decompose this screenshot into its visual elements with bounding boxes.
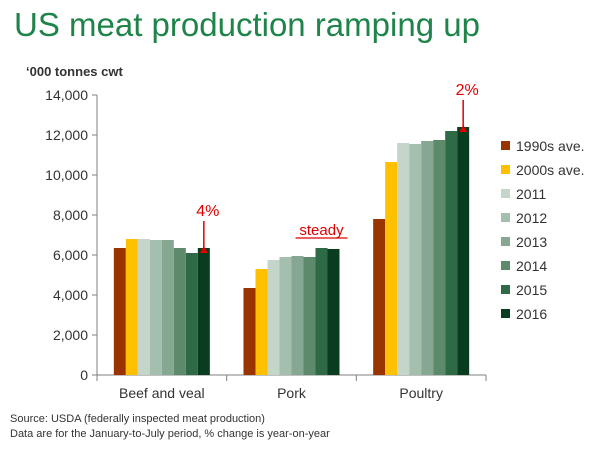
legend-item-label: 2000s ave. — [516, 162, 585, 178]
source-note: Source: USDA (federally inspected meat p… — [10, 412, 330, 442]
legend-item-label: 2013 — [516, 234, 547, 250]
annotation-arrow-head — [459, 125, 468, 132]
x-tick-label: Beef and veal — [119, 385, 205, 401]
legend-item-label: 2014 — [516, 258, 547, 274]
legend-swatch — [501, 189, 510, 198]
chart-title: US meat production ramping up — [14, 6, 480, 43]
legend-item-label: 2012 — [516, 210, 547, 226]
y-tick-label: 2,000 — [53, 327, 88, 343]
annotation-arrow-head — [199, 246, 208, 253]
legend-swatch — [501, 165, 510, 174]
y-tick-label: 12,000 — [45, 127, 88, 143]
y-tick-label: 14,000 — [45, 87, 88, 103]
bar-1990s-ave- — [113, 248, 126, 375]
bar-2013 — [291, 256, 304, 375]
bar-2012 — [279, 257, 292, 375]
y-tick-label: 6,000 — [53, 247, 88, 263]
bar-2012 — [149, 240, 162, 375]
bar-2016 — [457, 127, 470, 375]
bar-2013 — [161, 240, 174, 375]
legend-item-label: 1990s ave. — [516, 138, 585, 154]
bar-2015 — [445, 131, 458, 375]
bar-2014 — [433, 140, 446, 375]
annotation-label: 4% — [196, 203, 219, 220]
legend-swatch — [501, 261, 510, 270]
bar-2012 — [409, 144, 422, 375]
y-tick-label: 0 — [80, 367, 88, 383]
bar-2015 — [185, 253, 198, 375]
y-tick-label: 4,000 — [53, 287, 88, 303]
bar-2011 — [137, 239, 150, 375]
legend-swatch — [501, 237, 510, 246]
source-line: Source: USDA (federally inspected meat p… — [10, 413, 265, 425]
chart-legend: 1990s ave. 2000s ave. 2011 2012 2013 2014 2015… — [501, 138, 585, 322]
legend-item-label: 2015 — [516, 282, 547, 298]
bar-2000s-ave- — [385, 162, 398, 375]
bar-1990s-ave- — [243, 288, 256, 375]
bar-2016 — [327, 249, 340, 375]
source-line: Data are for the January-to-July period,… — [10, 428, 330, 440]
chart-annotations: 4% steady 2% — [196, 82, 479, 253]
annotation-label: 2% — [456, 82, 479, 99]
x-tick-label: Pork — [277, 385, 307, 401]
annotation-label: steady — [299, 222, 344, 239]
bar-2011 — [267, 260, 280, 375]
y-tick-label: 10,000 — [45, 167, 88, 183]
y-axis-unit-label: ‘000 tonnes cwt — [26, 64, 123, 79]
legend-item-label: 2011 — [516, 186, 546, 202]
bar-2014 — [173, 248, 186, 375]
legend-swatch — [501, 213, 510, 222]
y-tick-label: 8,000 — [53, 207, 88, 223]
legend-swatch — [501, 309, 510, 318]
x-tick-label: Poultry — [399, 385, 443, 401]
bar-2014 — [303, 257, 316, 375]
chart-bars — [113, 127, 470, 375]
chart-axes: 0 2,000 4,000 6,000 8,000 10,000 12,000 14,000 B… — [45, 87, 487, 401]
bar-2015 — [315, 248, 328, 375]
bar-2011 — [397, 143, 410, 375]
bar-2000s-ave- — [125, 239, 138, 375]
bar-2013 — [421, 141, 434, 375]
bar-2016 — [197, 248, 210, 375]
legend-swatch — [501, 285, 510, 294]
legend-swatch — [501, 141, 510, 150]
bar-1990s-ave- — [373, 219, 386, 375]
legend-item-label: 2016 — [516, 306, 547, 322]
bar-2000s-ave- — [255, 269, 268, 375]
